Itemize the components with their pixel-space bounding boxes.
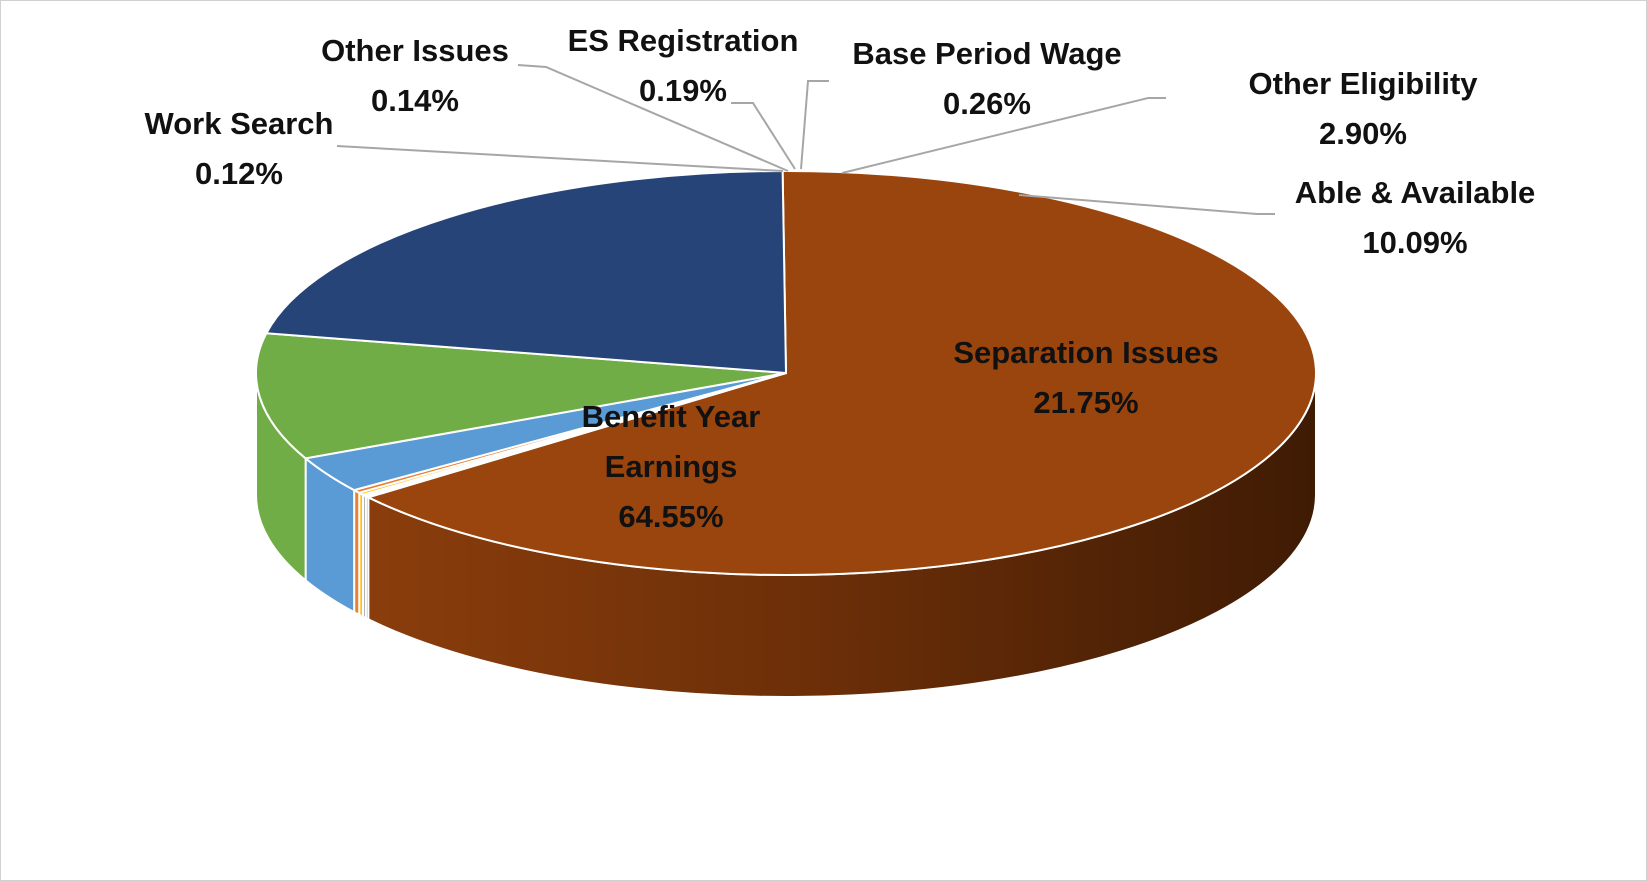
slice-value-benefit-year-earnings: 64.55% <box>618 499 723 534</box>
leader-line-able-available <box>1018 194 1275 215</box>
slice-label-benefit-year-earnings: Benefit Year <box>582 399 761 434</box>
pie-slice-separation-issues <box>264 170 788 375</box>
leader-line-other-eligibility <box>841 97 1166 174</box>
pie-slice-benefit-year-earnings <box>365 170 1317 576</box>
slice-value-work-search: 0.12% <box>195 156 283 191</box>
slice-label-work-search: Work Search <box>145 106 334 141</box>
slice-label-benefit-year-earnings: Earnings <box>605 449 738 484</box>
leader-line-base-period-wage <box>800 80 829 170</box>
slice-label-base-period-wage: Base Period Wage <box>852 36 1121 71</box>
slice-value-separation-issues: 21.75% <box>1033 385 1138 420</box>
leader-line-es-registration <box>731 102 796 170</box>
slice-value-other-issues: 0.14% <box>371 83 459 118</box>
slice-label-separation-issues: Separation Issues <box>953 335 1218 370</box>
slice-label-able-available: Able & Available <box>1295 175 1536 210</box>
slice-value-es-registration: 0.19% <box>639 73 727 108</box>
slice-value-base-period-wage: 0.26% <box>943 86 1031 121</box>
pie-slice-able-available <box>255 332 787 460</box>
slice-label-es-registration: ES Registration <box>568 23 799 58</box>
slice-label-other-issues: Other Issues <box>321 33 509 68</box>
leader-line-other-issues <box>517 64 789 172</box>
slice-label-other-eligibility: Other Eligibility <box>1248 66 1478 101</box>
slice-value-able-available: 10.09% <box>1362 225 1467 260</box>
slice-value-other-eligibility: 2.90% <box>1319 116 1407 151</box>
leader-line-work-search <box>336 145 784 172</box>
